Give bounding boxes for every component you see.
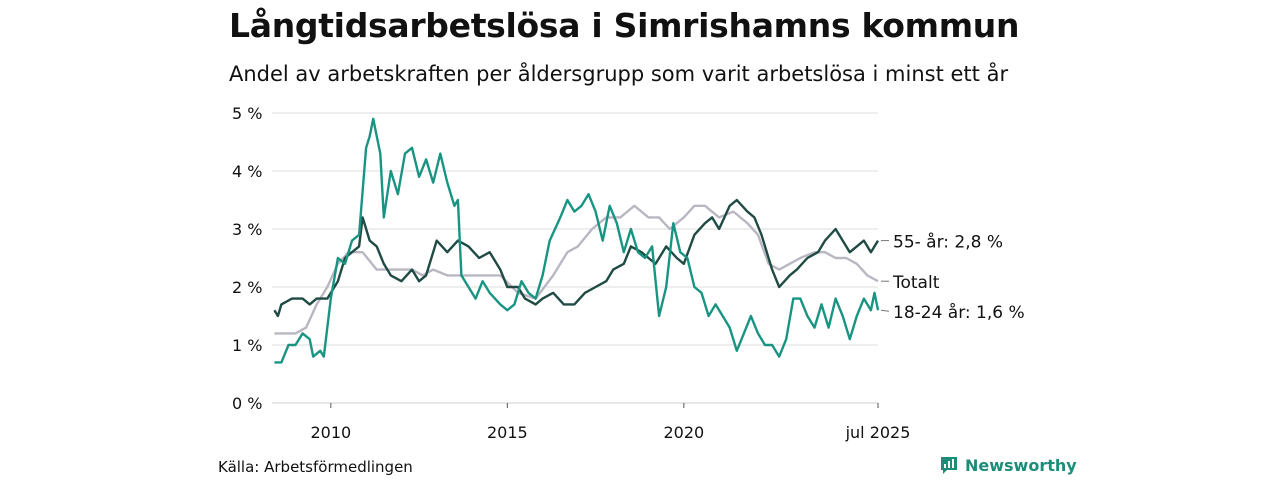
x-tick-label: 2010 (310, 423, 351, 442)
x-tick-label: 2020 (663, 423, 704, 442)
x-tick-label: 2015 (487, 423, 528, 442)
chart-subtitle: Andel av arbetskraften per åldersgrupp s… (229, 62, 1009, 86)
end-label-55: 55- år: 2,8 % (893, 232, 1003, 253)
y-axis: 0 % 1 % 2 % 3 % 4 % 5 % (232, 104, 262, 413)
newsworthy-logo[interactable]: Newsworthy (939, 455, 1077, 475)
chart-bubble-icon (941, 457, 957, 474)
y-tick-label: 4 % (232, 162, 262, 181)
end-labels: 55- år: 2,8 % Totalt 18-24 år: 1,6 % (880, 232, 1025, 323)
y-tick-label: 1 % (232, 336, 262, 355)
end-label-18-24: 18-24 år: 1,6 % (893, 302, 1025, 323)
x-tick-label: jul 2025 (845, 423, 911, 442)
y-tick-label: 2 % (232, 278, 262, 297)
chart-title: Långtidsarbetslösa i Simrishamns kommun (229, 6, 1020, 45)
source-note: Källa: Arbetsförmedlingen (218, 458, 413, 476)
series-line-55 (273, 198, 880, 318)
x-axis: 2010 2015 2020 jul 2025 (272, 402, 911, 442)
y-tick-label: 5 % (232, 104, 262, 123)
logo-text: Newsworthy (965, 455, 1077, 475)
series-line-18-24 (274, 117, 880, 364)
y-tick-label: 3 % (232, 220, 262, 239)
end-label-totalt: Totalt (892, 273, 940, 293)
series-lines (273, 117, 880, 364)
y-tick-label: 0 % (232, 394, 262, 413)
gridlines (272, 112, 878, 404)
end-label-leader (880, 309, 890, 312)
